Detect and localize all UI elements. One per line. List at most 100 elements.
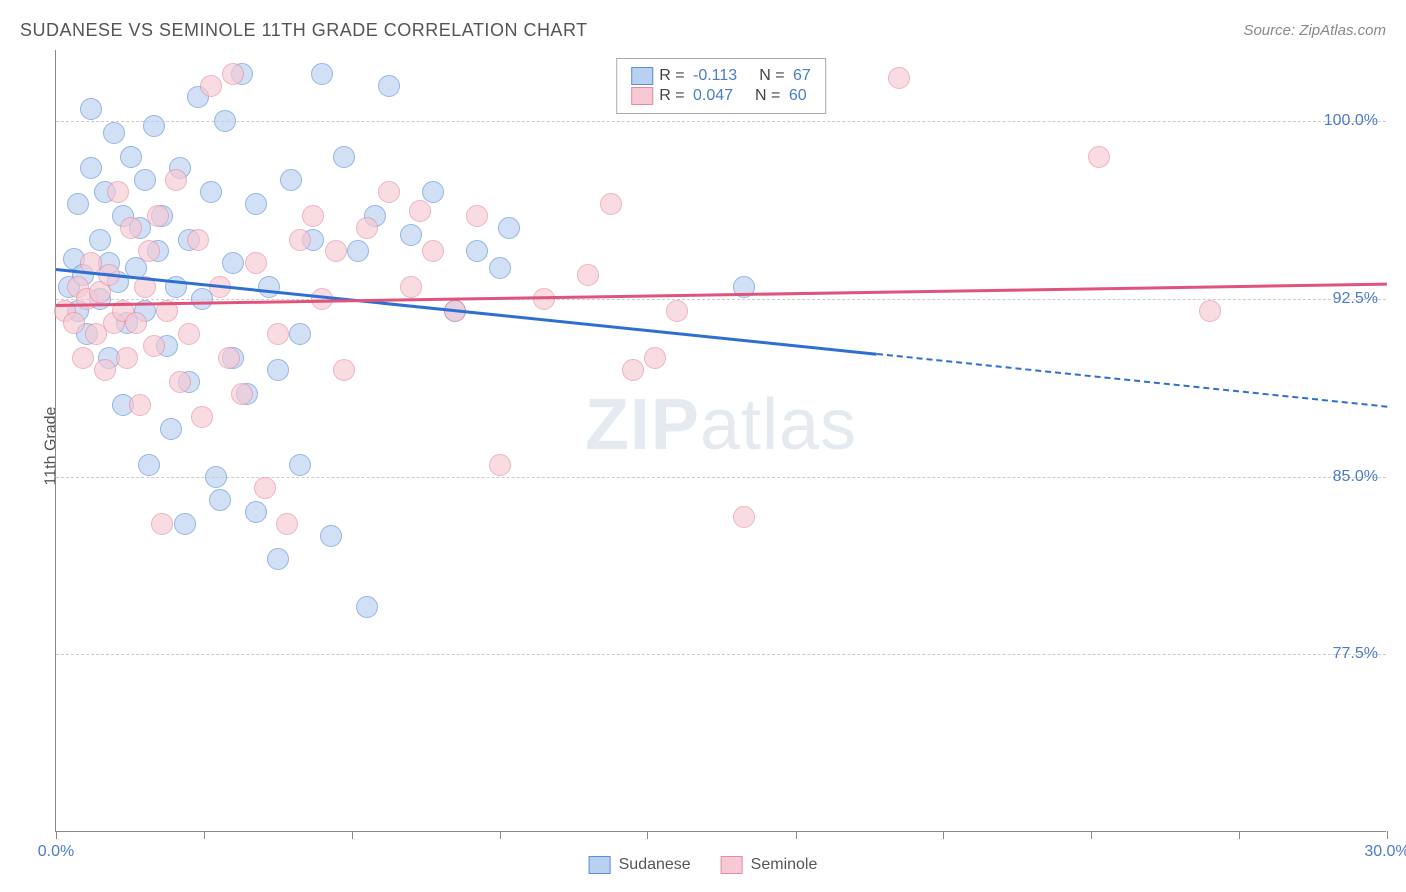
x-tick [943, 831, 944, 839]
data-point [498, 217, 520, 239]
x-tick [796, 831, 797, 839]
data-point [1199, 300, 1221, 322]
data-point [209, 489, 231, 511]
source-label: Source: ZipAtlas.com [1243, 22, 1386, 39]
data-point [267, 323, 289, 345]
data-point [280, 169, 302, 191]
data-point [169, 371, 191, 393]
data-point [231, 383, 253, 405]
x-tick [1091, 831, 1092, 839]
data-point [333, 359, 355, 381]
data-point [466, 205, 488, 227]
data-point [214, 110, 236, 132]
data-point [116, 347, 138, 369]
data-point [258, 276, 280, 298]
data-point [160, 418, 182, 440]
data-point [245, 501, 267, 523]
data-point [325, 240, 347, 262]
gridline [56, 299, 1386, 300]
legend-label: Sudanese [619, 856, 691, 874]
data-point [138, 240, 160, 262]
x-tick [1239, 831, 1240, 839]
data-point [320, 525, 342, 547]
legend-r: R = -0.113 [659, 67, 737, 85]
data-point [378, 181, 400, 203]
data-point [378, 75, 400, 97]
data-point [644, 347, 666, 369]
gridline [56, 477, 1386, 478]
data-point [600, 193, 622, 215]
data-point [245, 252, 267, 274]
legend-n: N = 67 [759, 67, 811, 85]
legend-label: Seminole [751, 856, 818, 874]
legend-swatch [631, 87, 653, 105]
legend-n: N = 60 [755, 87, 807, 105]
data-point [276, 513, 298, 535]
data-point [356, 596, 378, 618]
data-point [222, 63, 244, 85]
data-point [94, 359, 116, 381]
bottom-legend-item: Seminole [721, 856, 818, 874]
data-point [311, 63, 333, 85]
gridline [56, 654, 1386, 655]
data-point [347, 240, 369, 262]
data-point [134, 169, 156, 191]
data-point [143, 115, 165, 137]
data-point [191, 406, 213, 428]
x-tick [352, 831, 353, 839]
legend-swatch [631, 67, 653, 85]
data-point [89, 229, 111, 251]
data-point [63, 312, 85, 334]
data-point [333, 146, 355, 168]
trend-line-dashed [877, 353, 1387, 408]
bottom-legend: Sudanese Seminole [589, 856, 818, 874]
data-point [165, 169, 187, 191]
data-point [622, 359, 644, 381]
data-point [187, 229, 209, 251]
trend-line [56, 282, 1387, 306]
y-tick-label: 85.0% [1333, 468, 1378, 486]
data-point [80, 98, 102, 120]
data-point [733, 506, 755, 528]
chart-plot-area: ZIPatlas 77.5%85.0%92.5%100.0%0.0%30.0%R… [55, 50, 1386, 832]
y-tick-label: 92.5% [1333, 290, 1378, 308]
y-tick-label: 100.0% [1324, 112, 1378, 130]
data-point [400, 224, 422, 246]
data-point [289, 323, 311, 345]
data-point [254, 477, 276, 499]
data-point [267, 548, 289, 570]
data-point [178, 323, 200, 345]
data-point [200, 181, 222, 203]
data-point [67, 193, 89, 215]
data-point [125, 312, 147, 334]
chart-title: SUDANESE VS SEMINOLE 11TH GRADE CORRELAT… [20, 20, 588, 41]
data-point [120, 217, 142, 239]
x-tick [1387, 831, 1388, 839]
data-point [120, 146, 142, 168]
legend-row: R = 0.047 N = 60 [631, 87, 811, 105]
x-tick [500, 831, 501, 839]
data-point [666, 300, 688, 322]
correlation-legend: R = -0.113 N = 67 R = 0.047 N = 60 [616, 58, 826, 114]
data-point [143, 335, 165, 357]
data-point [400, 276, 422, 298]
legend-swatch [589, 856, 611, 874]
data-point [151, 513, 173, 535]
data-point [289, 454, 311, 476]
data-point [577, 264, 599, 286]
data-point [1088, 146, 1110, 168]
x-tick [647, 831, 648, 839]
data-point [205, 466, 227, 488]
watermark: ZIPatlas [585, 384, 857, 466]
data-point [72, 347, 94, 369]
x-tick [204, 831, 205, 839]
x-tick [56, 831, 57, 839]
legend-r: R = 0.047 [659, 87, 733, 105]
data-point [107, 181, 129, 203]
data-point [218, 347, 240, 369]
data-point [174, 513, 196, 535]
data-point [356, 217, 378, 239]
x-tick-label: 30.0% [1364, 843, 1406, 861]
data-point [422, 181, 444, 203]
bottom-legend-item: Sudanese [589, 856, 691, 874]
